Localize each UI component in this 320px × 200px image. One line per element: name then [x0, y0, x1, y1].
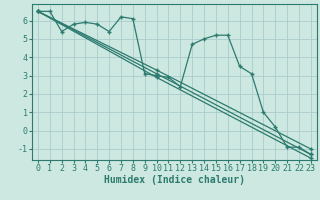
X-axis label: Humidex (Indice chaleur): Humidex (Indice chaleur) [104, 175, 245, 185]
